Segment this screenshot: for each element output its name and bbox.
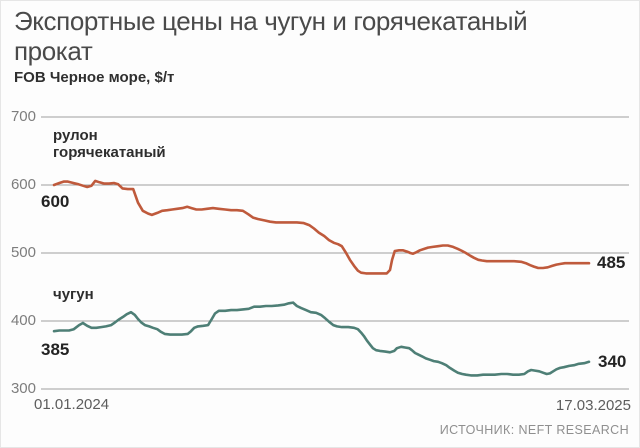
y-tick-700: 700 — [10, 108, 36, 125]
y-tick-400: 400 — [10, 312, 36, 329]
y-tick-300: 300 — [10, 380, 36, 397]
series-label-pig-iron: чугун — [53, 286, 94, 303]
chart-subtitle: FOB Черное море, $/т — [14, 69, 175, 87]
chart-title: Экспортные цены на чугун и горячекатаный… — [14, 6, 528, 67]
chart-header: Экспортные цены на чугун и горячекатаный… — [14, 6, 624, 86]
series-label-hrc: рулон горячекатаный — [53, 127, 166, 162]
hrc-start-value: 600 — [41, 192, 70, 211]
y-tick-500: 500 — [10, 244, 36, 261]
x-axis-end-date: 17.03.2025 — [555, 397, 631, 414]
pig-iron-end-value: 340 — [598, 352, 627, 371]
y-tick-600: 600 — [10, 176, 36, 193]
hrc-price-line — [52, 179, 591, 275]
x-axis-start-date: 01.01.2024 — [34, 396, 110, 413]
pig-iron-start-value: 385 — [41, 340, 70, 359]
hrc-end-value: 485 — [597, 253, 626, 272]
source-credit: ИСТОЧНИК: NEFT RESEARCH — [439, 423, 629, 437]
pig-iron-price-line — [52, 301, 591, 377]
